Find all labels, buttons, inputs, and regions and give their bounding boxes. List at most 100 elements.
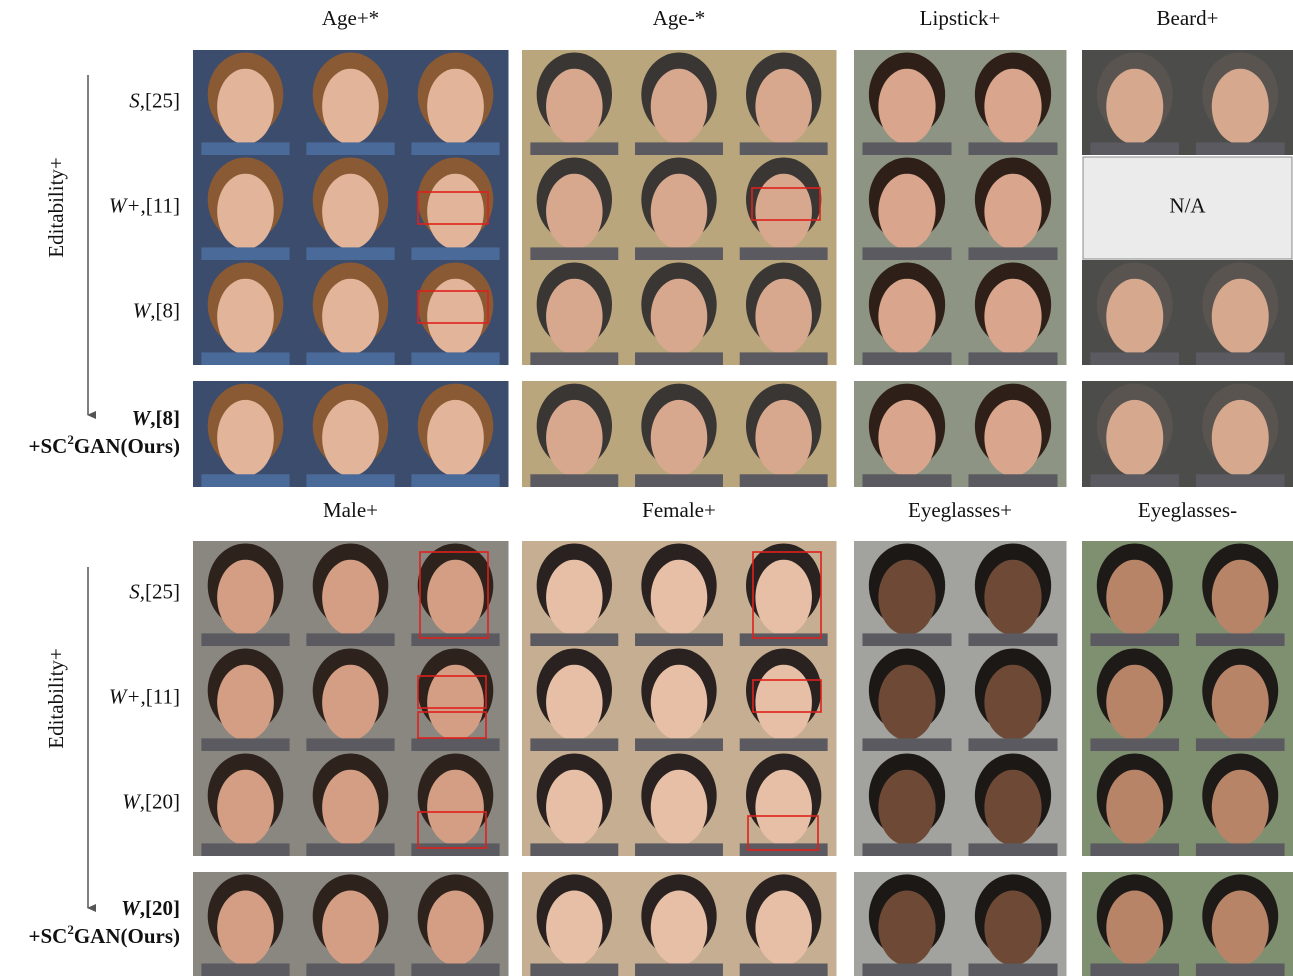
face [322, 559, 379, 636]
shoulders [411, 738, 500, 751]
face [755, 664, 812, 741]
shoulders [1195, 142, 1285, 155]
face [546, 278, 603, 355]
face [1106, 278, 1164, 355]
shoulders [635, 963, 723, 976]
face [217, 664, 274, 741]
highlight-box [747, 815, 819, 851]
face [650, 399, 708, 477]
shoulders [635, 247, 723, 260]
face [427, 769, 484, 846]
shoulders [862, 633, 952, 646]
ours-pre: +SC [29, 924, 68, 948]
shoulders [968, 633, 1058, 646]
face [1211, 68, 1269, 145]
editability-label: Editability+ [44, 648, 68, 749]
na-label: N/A [1169, 193, 1206, 217]
face [1106, 769, 1164, 846]
ours-sup: 2 [67, 922, 74, 937]
shoulders [635, 633, 723, 646]
shoulders [1090, 474, 1180, 487]
face [984, 278, 1042, 355]
highlight-box [417, 191, 489, 225]
face [322, 173, 379, 250]
row-symbol: W [133, 298, 153, 322]
face [546, 769, 603, 846]
shoulders [530, 738, 619, 751]
face [1211, 769, 1269, 846]
shoulders [1195, 352, 1285, 365]
shoulders [201, 843, 290, 856]
highlight-box [752, 679, 822, 713]
shoulders [1090, 843, 1180, 856]
face [755, 68, 812, 145]
shoulders [739, 738, 828, 751]
shoulders [968, 963, 1058, 976]
shoulders [1090, 738, 1180, 751]
shoulders [968, 247, 1058, 260]
face [546, 399, 603, 477]
shoulders [201, 142, 290, 155]
face [427, 890, 484, 966]
face [322, 890, 379, 966]
face [427, 399, 484, 477]
ours-sup: 2 [67, 432, 74, 447]
face [984, 173, 1042, 250]
face [984, 399, 1042, 477]
face [1106, 664, 1164, 741]
editability-label: Editability+ [44, 157, 68, 258]
row-label-ours: +SC2GAN(Ours) [29, 432, 180, 458]
highlight-box [417, 711, 487, 739]
highlight-box [751, 187, 821, 221]
face [217, 68, 274, 145]
shoulders [739, 474, 828, 487]
row-ref: ,[11] [141, 193, 180, 217]
shoulders [201, 352, 290, 365]
face [427, 68, 484, 145]
shoulders [411, 142, 500, 155]
shoulders [530, 633, 619, 646]
shoulders [862, 963, 952, 976]
ours-post: GAN(Ours) [74, 924, 180, 948]
shoulders [530, 963, 619, 976]
shoulders [968, 474, 1058, 487]
face [984, 890, 1042, 966]
shoulders [862, 738, 952, 751]
row-ref: ,[8] [150, 406, 180, 430]
face [878, 173, 936, 250]
shoulders [635, 474, 723, 487]
face [984, 559, 1042, 636]
face [755, 769, 812, 846]
shoulders [739, 142, 828, 155]
shoulders [306, 963, 395, 976]
shoulders [306, 738, 395, 751]
row-symbol: W+ [109, 193, 141, 217]
shoulders [530, 474, 619, 487]
face [546, 664, 603, 741]
row-symbol: S [129, 88, 140, 112]
shoulders [1090, 963, 1180, 976]
face [217, 559, 274, 636]
shoulders [411, 843, 500, 856]
column-title: Eyeglasses- [1138, 498, 1237, 522]
shoulders [862, 142, 952, 155]
face [878, 399, 936, 477]
face [755, 278, 812, 355]
shoulders [739, 633, 828, 646]
row-label: W,[8] [133, 298, 180, 322]
shoulders [968, 738, 1058, 751]
face [322, 664, 379, 741]
shoulders [1090, 352, 1180, 365]
row-label: W,[20] [122, 789, 180, 813]
row-symbol: S [129, 579, 140, 603]
face [984, 664, 1042, 741]
shoulders [306, 633, 395, 646]
face [878, 664, 936, 741]
face [650, 68, 708, 145]
shoulders [635, 843, 723, 856]
highlight-box [417, 811, 487, 849]
row-label: S,[25] [129, 579, 180, 603]
labels: Age+* Age-* Lipstick+ Beard+S,[25]W+,[11]W,… [29, 6, 1238, 948]
face [427, 278, 484, 355]
